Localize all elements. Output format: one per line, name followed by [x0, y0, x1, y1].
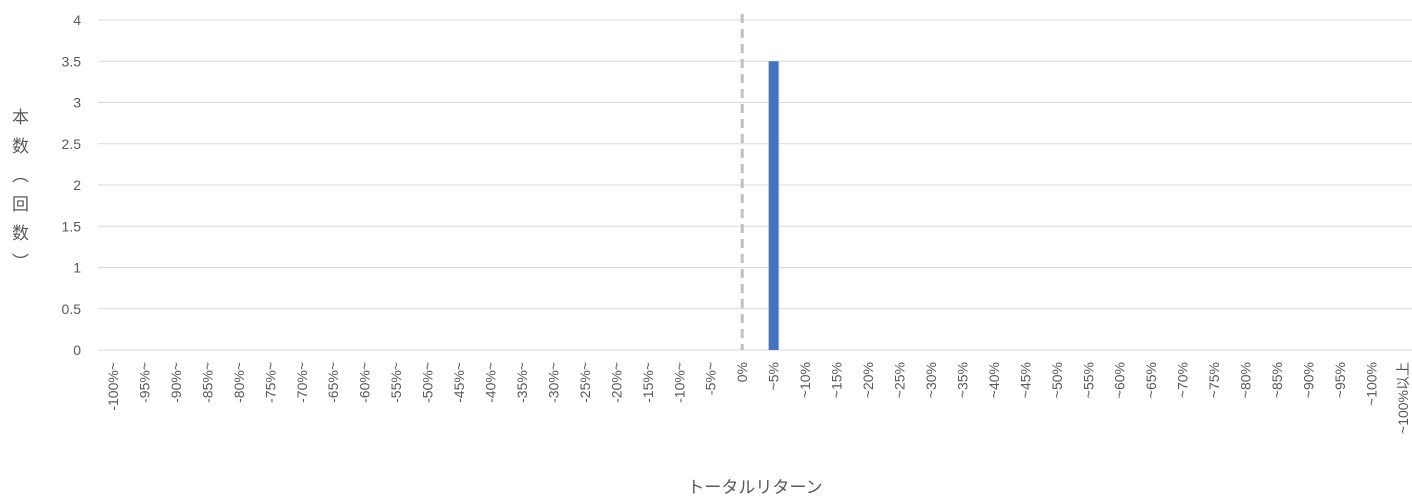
x-tick-label: -40%~	[483, 362, 499, 403]
x-tick-label: ~80%	[1238, 362, 1254, 398]
x-tick-label: ~15%	[829, 362, 845, 398]
x-axis-tick-labels: -100%~ -95%~ -90%~ -85%~ -80%~ -75%~ -70%~ -65%…	[105, 362, 1411, 434]
x-tick-label: ~85%	[1269, 362, 1285, 398]
x-tick-label: -50%~	[420, 362, 436, 403]
x-tick-label: ~90%	[1300, 362, 1316, 398]
x-tick-label: -10%~	[671, 362, 687, 403]
x-tick-label: ~40%	[986, 362, 1002, 398]
x-tick-label: ~30%	[923, 362, 939, 398]
x-tick-label: -55%~	[388, 362, 404, 403]
x-tick-label: ~20%	[860, 362, 876, 398]
y-axis-tick-labels: 0 0.5 1 1.5 2 2.5 3 3.5 4	[62, 12, 82, 358]
x-tick-label: -45%~	[451, 362, 467, 403]
x-tick-label: -80%~	[231, 362, 247, 403]
y-tick-label: 3.5	[62, 53, 82, 69]
bar	[768, 61, 779, 350]
x-tick-label: -30%~	[545, 362, 561, 403]
x-tick-label: ~25%	[892, 362, 908, 398]
y-tick-label: 4	[73, 12, 81, 28]
x-tick-label: -60%~	[357, 362, 373, 403]
x-tick-label: ~10%	[797, 362, 813, 398]
y-tick-label: 1.5	[62, 218, 82, 234]
x-tick-label: ~50%	[1049, 362, 1065, 398]
x-tick-label: -75%~	[262, 362, 278, 403]
bars	[768, 61, 779, 350]
y-tick-label: 1	[73, 260, 81, 276]
y-tick-label: 2	[73, 177, 81, 193]
x-tick-label: ~65%	[1143, 362, 1159, 398]
x-tick-label: -65%~	[325, 362, 341, 403]
y-tick-label: 3	[73, 95, 81, 111]
x-tick-label: -90%~	[168, 362, 184, 403]
x-tick-label: ~55%	[1080, 362, 1096, 398]
x-tick-label: ~45%	[1017, 362, 1033, 398]
y-tick-label: 0.5	[62, 301, 82, 317]
x-axis-title: トータルリターン	[687, 478, 822, 497]
x-tick-label: -100%~	[105, 362, 121, 411]
x-tick-label: -35%~	[514, 362, 530, 403]
x-tick-label: -15%~	[640, 362, 656, 403]
x-tick-label: ~100%	[1363, 362, 1379, 406]
x-tick-label: -25%~	[577, 362, 593, 403]
x-tick-label: ~95%	[1332, 362, 1348, 398]
x-tick-label: ~75%	[1206, 362, 1222, 398]
x-tick-label: -70%~	[294, 362, 310, 403]
x-tick-label: -95%~	[136, 362, 152, 403]
x-tick-label: ~60%	[1112, 362, 1128, 398]
x-tick-label: ~35%	[954, 362, 970, 398]
x-tick-label: ~5%	[766, 362, 782, 390]
x-tick-label: 0%	[734, 362, 750, 382]
x-tick-label: -20%~	[608, 362, 624, 403]
x-tick-label: ~70%	[1175, 362, 1191, 398]
y-axis-title: 本数（回数）	[9, 108, 28, 282]
x-tick-label: -85%~	[199, 362, 215, 403]
gridlines	[98, 19, 1412, 351]
x-tick-label: -5%~	[703, 362, 719, 395]
x-tick-label: ~100%以上	[1395, 362, 1411, 434]
y-tick-label: 2.5	[62, 136, 82, 152]
y-tick-label: 0	[73, 342, 81, 358]
